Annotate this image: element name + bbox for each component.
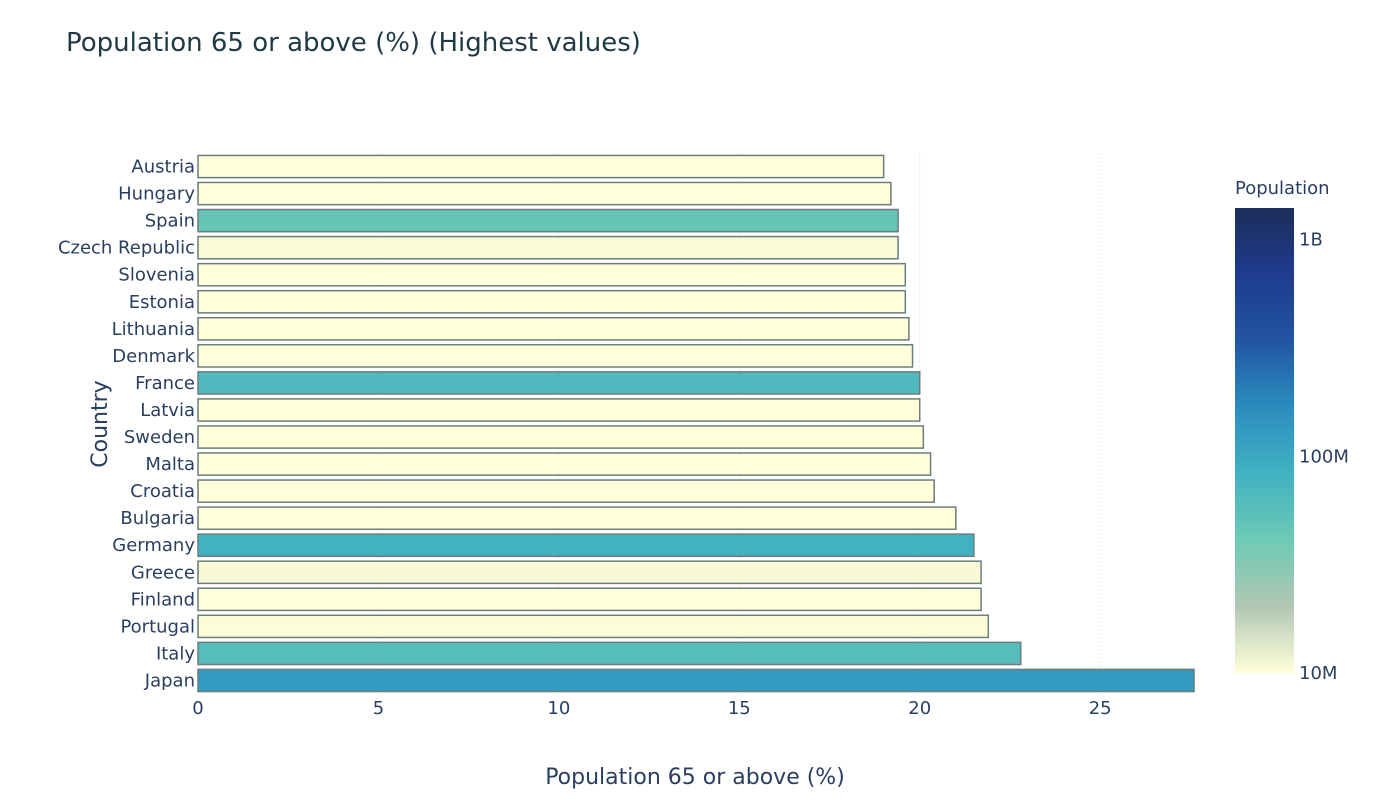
y-tick-label: Austria	[131, 157, 195, 178]
y-tick-label: Sweden	[124, 427, 195, 448]
y-tick-label: Bulgaria	[120, 508, 195, 529]
bar[interactable]	[197, 668, 1195, 693]
colorbar-title: Population	[1235, 178, 1330, 199]
x-tick-label: 0	[192, 698, 203, 719]
y-tick-label: Greece	[131, 562, 195, 583]
x-tick-label: 10	[547, 698, 570, 719]
bar[interactable]	[197, 371, 921, 395]
bar[interactable]	[197, 235, 899, 260]
bar[interactable]	[197, 154, 885, 179]
y-tick-label: Portugal	[120, 616, 195, 637]
x-tick-labels: 0 5 10 15 20 25	[192, 698, 1111, 719]
bar[interactable]	[197, 208, 899, 233]
colorbar-gradient	[1235, 208, 1294, 673]
colorbar-tick-label: 1B	[1299, 230, 1323, 251]
y-tick-label: Hungary	[118, 184, 195, 205]
y-tick-label: Italy	[156, 643, 195, 664]
gridlines	[377, 153, 1101, 694]
x-tick-label: 20	[908, 698, 931, 719]
bar[interactable]	[197, 641, 1022, 666]
y-tick-label: Croatia	[130, 481, 195, 502]
x-tick-label: 15	[728, 698, 751, 719]
colorbar-tick-label: 100M	[1299, 446, 1349, 467]
bar[interactable]	[197, 614, 990, 639]
y-tick-labels: Austria Hungary Spain Czech Republic Sloveni…	[58, 157, 196, 692]
y-tick-label: Denmark	[112, 346, 195, 367]
bar[interactable]	[197, 587, 982, 612]
bar[interactable]	[197, 181, 892, 206]
y-tick-label: Malta	[145, 454, 195, 475]
y-tick-label: Lithuania	[112, 319, 195, 340]
y-axis-title: Country	[88, 380, 113, 467]
bar[interactable]	[197, 289, 907, 314]
chart-title: Population 65 or above (%) (Highest valu…	[66, 28, 641, 58]
bar[interactable]	[197, 316, 910, 341]
bars	[197, 154, 1195, 693]
x-tick-label: 5	[373, 698, 384, 719]
bar[interactable]	[197, 262, 907, 287]
bar[interactable]	[197, 398, 921, 422]
y-tick-label: Estonia	[129, 292, 195, 313]
bar[interactable]	[197, 344, 914, 368]
y-tick-label: France	[135, 373, 195, 394]
y-tick-label: Czech Republic	[58, 238, 195, 259]
bar[interactable]	[197, 533, 975, 558]
y-tick-label: Spain	[145, 211, 195, 232]
bar[interactable]	[197, 452, 932, 476]
colorbar-ticks: 1B 100M 10M	[1299, 230, 1349, 684]
bar[interactable]	[197, 506, 957, 531]
y-tick-label: Finland	[131, 589, 195, 610]
x-axis-title: Population 65 or above (%)	[545, 765, 845, 790]
y-tick-label: Germany	[112, 535, 195, 556]
y-tick-label: Japan	[144, 670, 195, 691]
y-tick-label: Slovenia	[118, 265, 195, 286]
bar[interactable]	[197, 479, 935, 503]
bar[interactable]	[197, 560, 982, 585]
bar[interactable]	[197, 425, 925, 449]
colorbar-tick-label: 10M	[1299, 663, 1337, 684]
colorbar: Population 1B 100M 10M	[1235, 178, 1349, 684]
y-tick-label: Latvia	[140, 400, 195, 421]
x-tick-label: 25	[1089, 698, 1112, 719]
